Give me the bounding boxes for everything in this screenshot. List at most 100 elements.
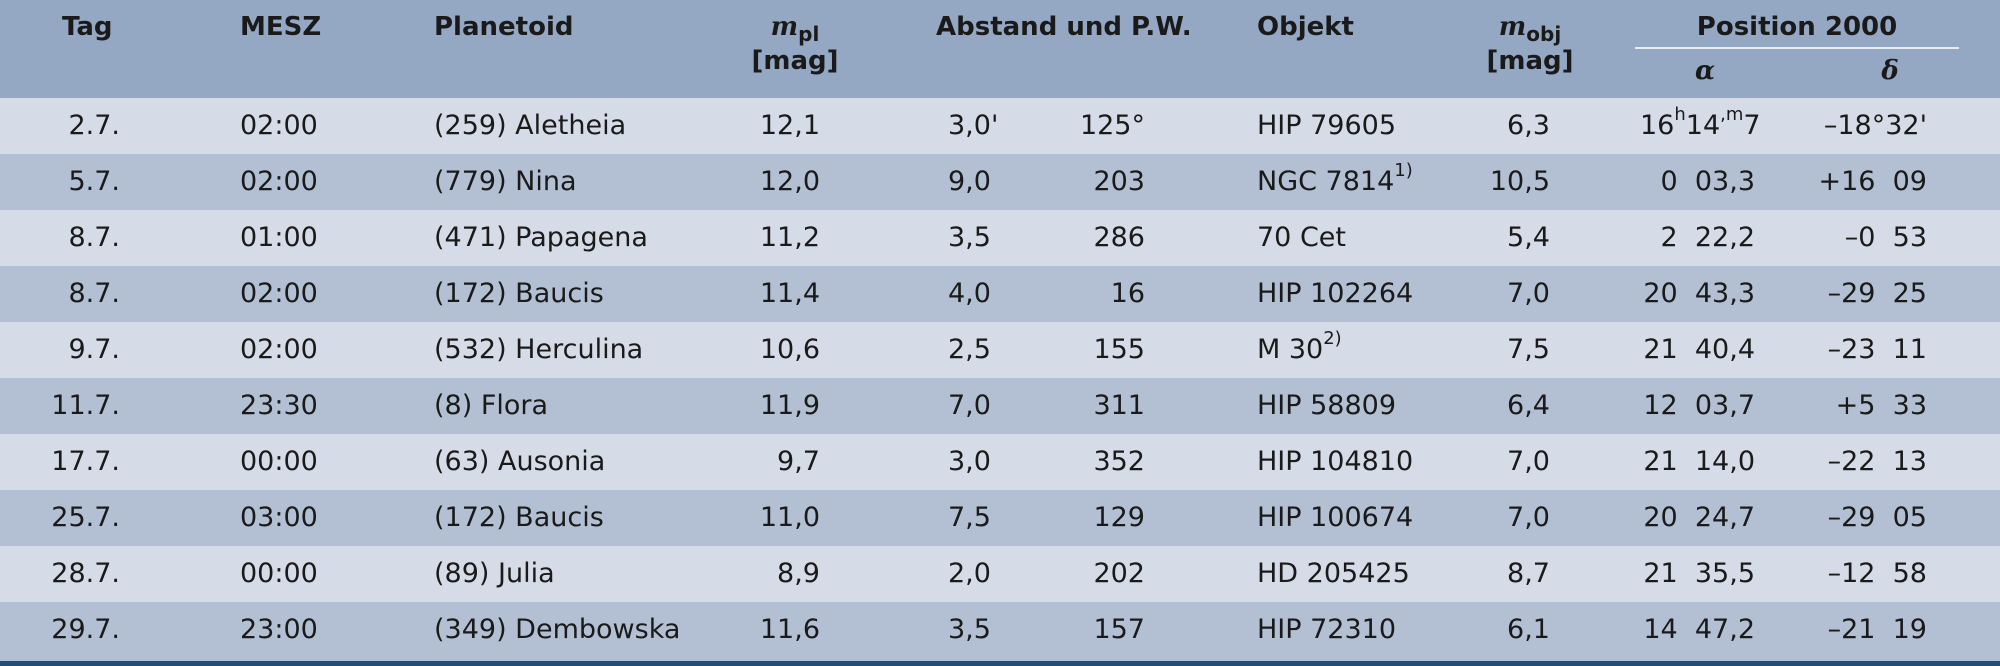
cell-pw: 352	[1093, 446, 1145, 477]
table-row: 9.7. 02:00 (532) Herculina 10,6 2,5 155 M 302)…	[0, 322, 2000, 378]
cell-planetoid: (89) Julia	[434, 558, 555, 589]
header-planetoid: Planetoid	[434, 12, 574, 42]
cell-planetoid: (259) Aletheia	[434, 110, 627, 141]
table-row: 8.7. 02:00 (172) Baucis 11,4 4,0 16 HIP 102264…	[0, 266, 2000, 322]
table-row: 28.7. 00:00 (89) Julia 8,9 2,0 202 HD 205425 8,…	[0, 546, 2000, 602]
header-position: Position 2000	[1696, 12, 1898, 42]
cell-abstand: 3,5	[948, 614, 991, 645]
table-row: 17.7. 00:00 (63) Ausonia 9,7 3,0 352 HIP 10481…	[0, 434, 2000, 490]
header-mpl-symbol: m	[770, 12, 799, 42]
cell-delta: –12 58	[1827, 558, 1927, 589]
cell-alpha: 21 14,0	[1643, 446, 1755, 477]
table-row: 8.7. 01:00 (471) Papagena 11,2 3,5 286 70 Cet 5…	[0, 210, 2000, 266]
cell-planetoid: (8) Flora	[434, 390, 549, 421]
object-name: NGC 7814	[1257, 166, 1395, 197]
header-objekt: Objekt	[1257, 12, 1354, 42]
cell-tag: 17.7.	[51, 446, 120, 477]
object-name: 70 Cet	[1257, 222, 1346, 253]
table-body: 2.7. 02:00 (259) Aletheia 12,1 3,0' 125° HIP 7…	[0, 98, 2000, 658]
cell-planetoid: (63) Ausonia	[434, 446, 606, 477]
cell-abstand: 3,0	[948, 446, 991, 477]
cell-mpl: 11,0	[759, 502, 820, 533]
cell-alpha: 21 40,4	[1643, 334, 1755, 365]
cell-planetoid: (471) Papagena	[434, 222, 648, 253]
cell-delta: –22 13	[1827, 446, 1927, 477]
cell-pw: 125°	[1079, 110, 1145, 141]
cell-abstand: 7,5	[948, 502, 991, 533]
cell-objekt: HIP 104810	[1257, 434, 1437, 490]
object-name: HIP 58809	[1257, 390, 1397, 421]
cell-mpl: 11,2	[759, 222, 820, 253]
alpha-minutes: 14	[1685, 110, 1721, 141]
cell-abstand: 4,0	[948, 278, 991, 309]
object-name: HD 205425	[1257, 558, 1410, 589]
cell-objekt: M 302)	[1257, 322, 1437, 378]
cell-mpl: 10,6	[759, 334, 820, 365]
object-name: HIP 100674	[1257, 502, 1414, 533]
cell-abstand: 7,0	[948, 390, 991, 421]
cell-tag: 9.7.	[68, 334, 120, 365]
cell-mesz: 23:30	[240, 390, 318, 421]
cell-mesz: 00:00	[240, 446, 318, 477]
cell-mesz: 02:00	[240, 110, 318, 141]
cell-objekt: HIP 79605	[1257, 98, 1437, 154]
cell-planetoid: (349) Dembowska	[434, 614, 681, 645]
cell-alpha: 20 24,7	[1643, 502, 1755, 533]
cell-pw: 311	[1093, 390, 1145, 421]
cell-abstand: 2,0	[948, 558, 991, 589]
cell-objekt: HIP 58809	[1257, 378, 1437, 434]
header-alpha: α	[1694, 56, 1715, 86]
header-tag: Tag	[62, 12, 113, 42]
header-delta: δ	[1881, 56, 1899, 86]
cell-mesz: 01:00	[240, 222, 318, 253]
header-abstand: Abstand und P.W.	[936, 12, 1192, 42]
cell-pw: 129	[1093, 502, 1145, 533]
cell-alpha: 14 47,2	[1643, 614, 1755, 645]
cell-objekt: HIP 102264	[1257, 266, 1437, 322]
cell-mobj: 6,4	[1507, 390, 1550, 421]
cell-alpha: 16h14,m7	[1640, 98, 1761, 154]
header-mobj: mobj	[1475, 10, 1585, 46]
header-mpl-subscript: pl	[798, 22, 820, 46]
cell-objekt: HIP 100674	[1257, 490, 1437, 546]
cell-mpl: 11,4	[759, 278, 820, 309]
header-mobj-unit: [mag]	[1486, 46, 1574, 76]
cell-abstand: 9,0	[948, 166, 991, 197]
object-name: HIP 104810	[1257, 446, 1414, 477]
footnote-marker: 1)	[1394, 160, 1413, 181]
object-name: HIP 79605	[1257, 110, 1397, 141]
cell-mpl: 11,6	[759, 614, 820, 645]
cell-planetoid: (779) Nina	[434, 166, 577, 197]
cell-pw: 155	[1093, 334, 1145, 365]
object-name: M 30	[1257, 334, 1324, 365]
cell-tag: 25.7.	[51, 502, 120, 533]
cell-mpl: 11,9	[759, 390, 820, 421]
minute-unit: ,m	[1720, 104, 1744, 125]
cell-mobj: 7,0	[1507, 278, 1550, 309]
footnote-marker: 2)	[1323, 328, 1342, 349]
cell-mobj: 8,7	[1507, 558, 1550, 589]
cell-objekt: HIP 72310	[1257, 602, 1437, 658]
cell-delta: –21 19	[1827, 614, 1927, 645]
header-mpl: mpl	[740, 10, 850, 46]
cell-mpl: 9,7	[777, 446, 820, 477]
cell-tag: 11.7.	[51, 390, 120, 421]
cell-alpha: 2 22,2	[1660, 222, 1755, 253]
cell-delta: +5 33	[1835, 390, 1927, 421]
hour-unit: h	[1674, 104, 1686, 125]
cell-objekt: HD 205425	[1257, 546, 1437, 602]
header-mobj-symbol: m	[1498, 12, 1527, 42]
cell-mesz: 02:00	[240, 334, 318, 365]
cell-mobj: 7,5	[1507, 334, 1550, 365]
cell-abstand: 3,0'	[948, 110, 999, 141]
cell-mpl: 12,1	[759, 110, 820, 141]
cell-mesz: 00:00	[240, 558, 318, 589]
cell-mobj: 10,5	[1489, 166, 1550, 197]
cell-delta: –18°32'	[1823, 110, 1927, 141]
table-row: 5.7. 02:00 (779) Nina 12,0 9,0 203 NGC 78141) 1…	[0, 154, 2000, 210]
object-name: HIP 102264	[1257, 278, 1414, 309]
header-mpl-unit: [mag]	[751, 46, 839, 76]
table-row: 2.7. 02:00 (259) Aletheia 12,1 3,0' 125° HIP 7…	[0, 98, 2000, 154]
cell-tag: 8.7.	[68, 278, 120, 309]
